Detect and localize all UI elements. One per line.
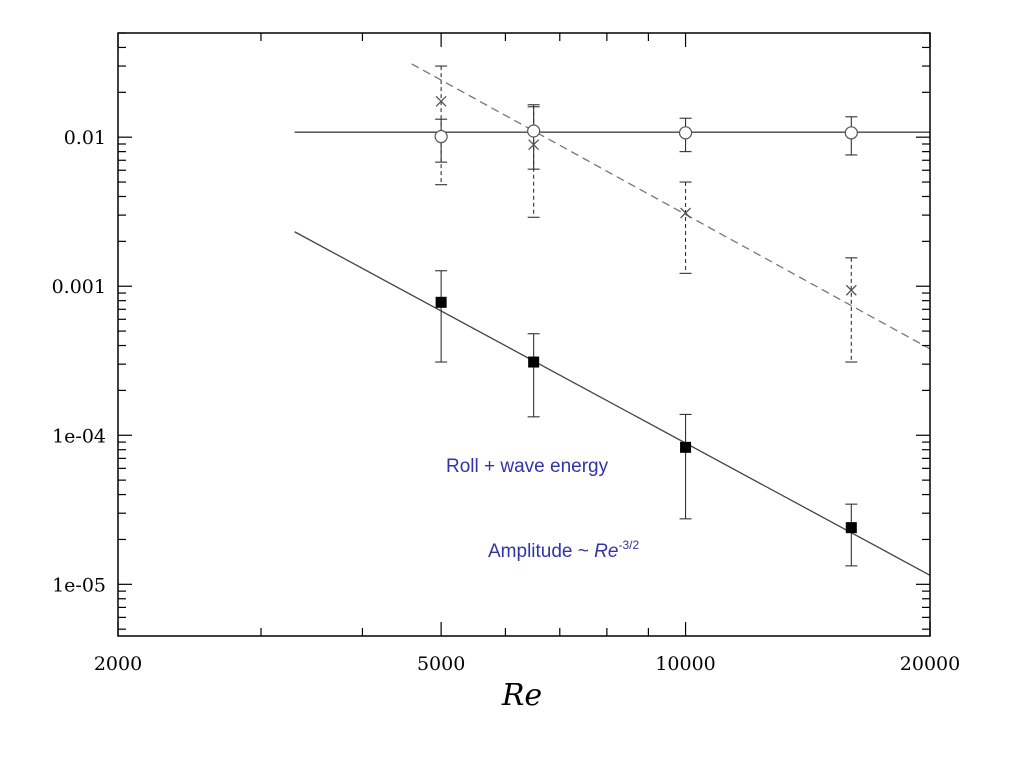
x-tick-label: 10000 — [655, 653, 715, 675]
square-marker — [435, 296, 447, 308]
circle-marker — [527, 124, 541, 138]
data-markers — [434, 95, 858, 534]
annotation-amplitude-scaling: Amplitude ~ Re-3/2 — [488, 538, 639, 562]
annotation-roll-wave-energy: Roll + wave energy — [446, 456, 609, 477]
annotation-exponent: -3/2 — [618, 538, 639, 552]
x-axis-title: Re — [501, 678, 542, 713]
square-marker — [845, 522, 857, 534]
plot-frame — [117, 32, 931, 637]
fit-line-1 — [411, 63, 931, 350]
y-tick-label: 0.01 — [64, 127, 106, 149]
annotation-re: Re — [594, 541, 618, 562]
cross-marker — [680, 207, 692, 219]
cross-marker — [845, 284, 857, 296]
y-tick-label: 0.001 — [52, 276, 106, 298]
x-tick-label: 2000 — [94, 653, 142, 675]
fit-lines — [294, 63, 931, 576]
circle-marker — [434, 129, 448, 144]
tick-labels: 2000 5000 10000 20000 0.01 0.001 1e-04 1e-05 — [52, 127, 961, 675]
square-marker — [680, 441, 692, 453]
x-tick-label: 5000 — [417, 653, 465, 675]
error-bars — [435, 65, 858, 567]
axes — [117, 32, 931, 637]
fit-line-2 — [294, 231, 931, 576]
y-tick-label: 1e-05 — [52, 574, 106, 596]
square-marker — [528, 356, 540, 368]
y-tick-label: 1e-04 — [52, 425, 106, 447]
cross-marker — [435, 95, 447, 107]
cross-marker — [528, 139, 540, 151]
circle-marker — [844, 126, 858, 140]
x-tick-label: 20000 — [900, 653, 960, 675]
circle-marker — [678, 126, 693, 140]
annotation-prefix: Amplitude ~ — [488, 541, 594, 562]
